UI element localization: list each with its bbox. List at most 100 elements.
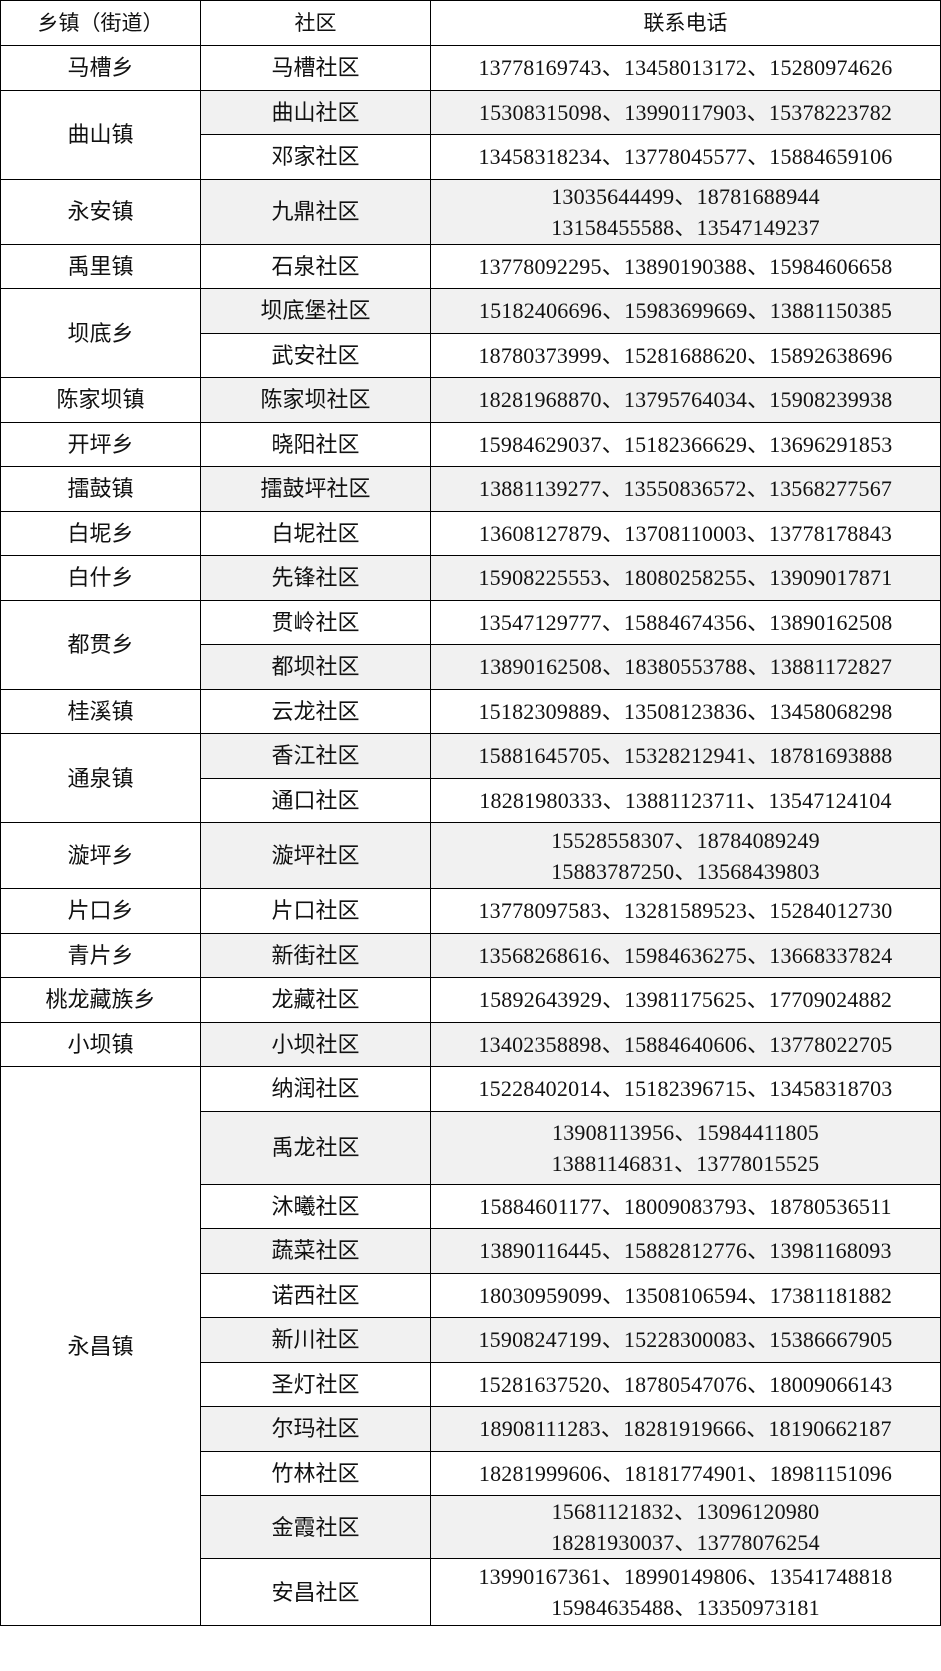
table-row: 白坭乡 白坭社区 13608127879、13708110003、137781788… [0, 510, 941, 556]
community-cell: 贯岭社区 [200, 599, 431, 645]
phone-cell: 15182406696、15983699669、13881150385 [430, 288, 941, 334]
phone-number: 13096120980 [696, 1499, 820, 1524]
phone-number: 13881139277 [478, 476, 602, 502]
phone-cell: 13547129777、15884674356、13890162508 [430, 599, 941, 645]
phone-number: 13778015525 [696, 1150, 820, 1176]
phone-line: 15908247199、15228300083、15386667905 [435, 1324, 936, 1355]
phone-number: 13458318703 [769, 1076, 893, 1102]
community-cell: 武安社区 [200, 332, 431, 378]
community-cell: 马槽社区 [200, 45, 431, 91]
phone-number: 13778097583 [478, 898, 602, 924]
phone-cell: 15281637520、18780547076、18009066143 [430, 1361, 941, 1407]
phone-number: 13547129777 [478, 609, 602, 635]
phone-separator: 、 [602, 787, 625, 813]
phone-separator: 、 [747, 698, 770, 724]
phone-number: 13778178843 [768, 520, 893, 546]
phone-separator: 、 [674, 858, 697, 884]
phone-number: 18780536511 [769, 1193, 892, 1219]
phone-number: 18190662187 [768, 1416, 892, 1442]
phone-number: 15328212941 [623, 743, 748, 769]
phone-separator: 、 [602, 654, 625, 680]
phone-cell: 13608127879、13708110003、13778178843 [430, 510, 941, 556]
phone-cell: 18780373999、15281688620、15892638696 [430, 332, 941, 378]
phone-line: 13035644499、18781688944 [435, 181, 936, 212]
phone-separator: 、 [601, 342, 624, 368]
phone-line: 15984635488、13350973181 [435, 1592, 936, 1623]
phone-number: 15281688620 [623, 342, 748, 368]
phone-number: 13908113956 [552, 1119, 675, 1145]
header-phone: 联系电话 [430, 0, 941, 46]
town-cell: 曲山镇 [0, 89, 201, 180]
phone-number: 13778022705 [769, 1031, 893, 1057]
phone-separator: 、 [747, 1238, 770, 1264]
phone-number: 13881150385 [769, 298, 893, 324]
header-row: 乡镇（街道） 社区 联系电话 [0, 0, 941, 46]
town-cell: 漩坪乡 [0, 822, 201, 889]
phone-separator: 、 [747, 743, 770, 769]
phone-separator: 、 [674, 1530, 697, 1555]
phone-cell: 15892643929、13981175625、17709024882 [430, 977, 941, 1023]
phone-number: 18009083793 [623, 1193, 748, 1219]
town-cell: 都贯乡 [0, 599, 201, 690]
table-row: 通泉镇 香江社区 15881645705、15328212941、187816938… [0, 733, 941, 823]
phone-line: 13568268616、15984636275、13668337824 [435, 940, 936, 971]
phone-line: 13158455588、13547149237 [435, 212, 936, 243]
phone-cell: 15308315098、13990117903、15378223782 [430, 89, 941, 135]
header-town: 乡镇（街道） [0, 0, 201, 46]
phone-separator: 、 [601, 144, 624, 170]
phone-cell: 13402358898、15884640606、13778022705 [430, 1021, 941, 1067]
phone-cell: 13458318234、13778045577、15884659106 [430, 134, 941, 180]
phone-separator: 、 [674, 1119, 697, 1145]
phone-line: 18281968870、13795764034、15908239938 [435, 384, 936, 415]
phone-number: 13890190388 [623, 253, 748, 279]
community-cell: 新街社区 [200, 932, 431, 978]
phone-separator: 、 [601, 1564, 624, 1589]
community-cell: 曲山社区 [200, 89, 431, 135]
table-row: 通口社区 18281980333、13881123711、13547124104 [1, 777, 941, 823]
phone-separator: 、 [601, 55, 624, 81]
phone-number: 13881172827 [769, 654, 893, 680]
phone-number: 15528558307 [551, 827, 675, 853]
community-cell: 禹龙社区 [200, 1110, 431, 1185]
phone-number: 13668337824 [769, 942, 893, 968]
phone-number: 13778092295 [478, 253, 602, 279]
town-cell: 陈家坝镇 [0, 377, 201, 423]
phone-number: 13890162508 [478, 654, 603, 680]
phone-separator: 、 [601, 1193, 624, 1219]
table-row: 竹林社区 18281999606、18181774901、18981151096 [1, 1450, 941, 1496]
phone-cell: 13890162508、18380553788、13881172827 [430, 644, 941, 690]
phone-number: 13890162508 [769, 609, 893, 635]
phone-number: 15984635488 [551, 1595, 675, 1620]
phone-separator: 、 [747, 1031, 770, 1057]
phone-line: 15881645705、15328212941、18781693888 [435, 740, 936, 771]
phone-number: 15281637520 [478, 1371, 602, 1397]
phone-separator: 、 [747, 898, 770, 924]
phone-separator: 、 [747, 431, 770, 457]
town-cell: 片口乡 [0, 888, 201, 934]
table-row: 禹里镇 石泉社区 13778092295、13890190388、159846066… [0, 243, 941, 289]
table-row: 永昌镇 纳润社区 15228402014、15182396715、134583187… [0, 1066, 941, 1626]
town-cell: 白坭乡 [0, 510, 201, 556]
community-cell: 纳润社区 [200, 1066, 431, 1112]
phone-line: 13778097583、13281589523、15284012730 [435, 895, 936, 926]
community-cell: 白坭社区 [200, 510, 431, 556]
phone-number: 13778045577 [623, 144, 748, 170]
phone-cell: 13778092295、13890190388、15984606658 [430, 243, 941, 289]
phone-number: 15882812776 [623, 1238, 748, 1264]
table-row: 金霞社区 15681121832、13096120980 18281930037、1… [1, 1495, 941, 1559]
community-cell: 龙藏社区 [200, 977, 431, 1023]
phone-cell: 13908113956、15984411805 13881146831、13778… [430, 1110, 941, 1185]
phone-line: 15884601177、18009083793、18780536511 [435, 1191, 936, 1222]
phone-number: 15984606658 [769, 253, 893, 279]
phone-number: 17709024882 [768, 987, 893, 1013]
phone-line: 13908113956、15984411805 [435, 1117, 936, 1148]
phone-separator: 、 [747, 144, 770, 170]
phone-number: 13778076254 [696, 1530, 820, 1555]
town-cell: 青片乡 [0, 932, 201, 978]
phone-number: 13881146831 [551, 1150, 674, 1176]
phone-number: 15182396715 [623, 1076, 748, 1102]
phone-separator: 、 [747, 1193, 770, 1219]
phone-line: 15228402014、15182396715、13458318703 [435, 1073, 936, 1104]
phone-line: 13881146831、13778015525 [435, 1148, 936, 1179]
phone-number: 13402358898 [478, 1031, 602, 1057]
